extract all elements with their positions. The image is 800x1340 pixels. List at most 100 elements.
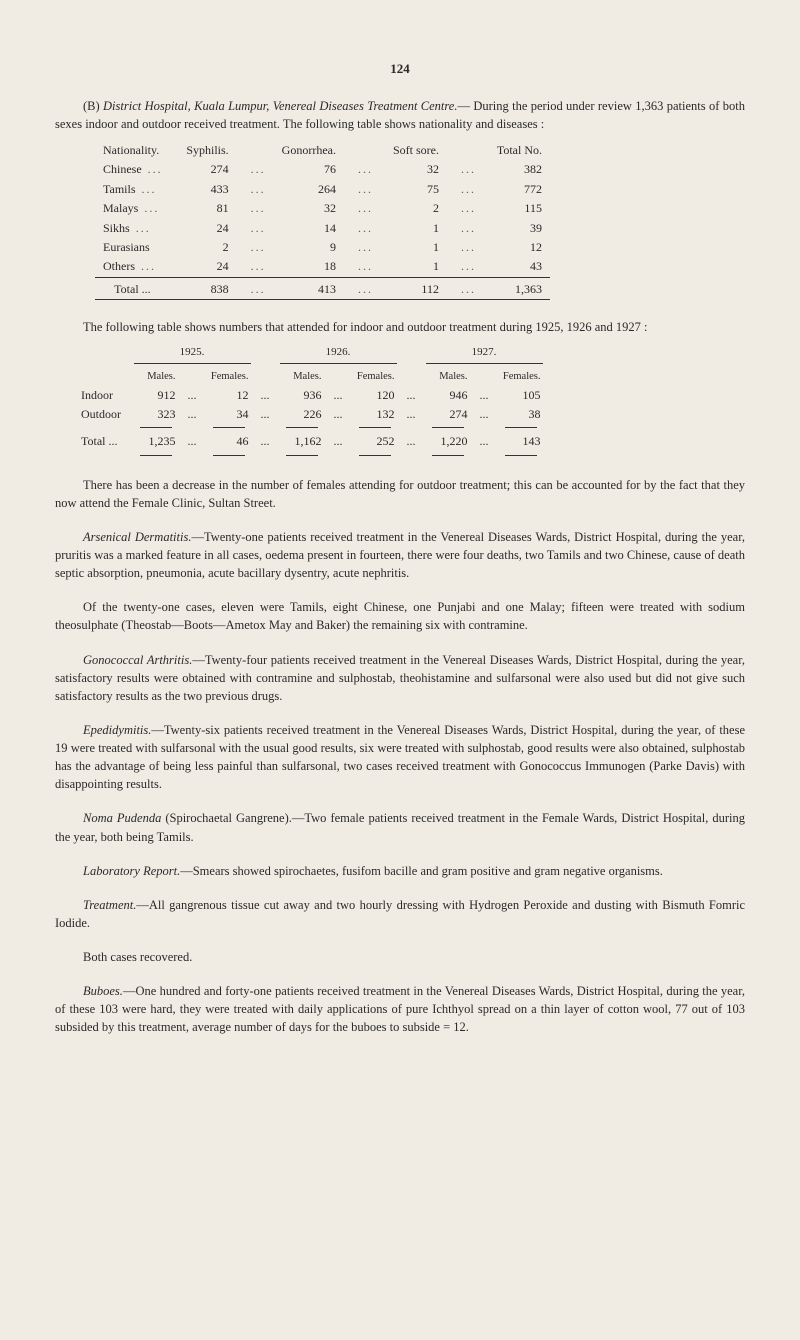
intro-paragraph: (B) District Hospital, Kuala Lumpur, Ven… (55, 97, 745, 133)
cell: 2 (381, 199, 447, 218)
col-totalno: Total No. (484, 141, 550, 160)
lead-buboes: Buboes. (83, 984, 123, 998)
lead-treatment: Treatment. (83, 898, 136, 912)
table-row: Indoor 912... 12... 936... 120... 946...… (75, 386, 547, 405)
table-row: Eurasians 2 9 1 12 (95, 238, 550, 257)
para-treatment: Treatment.—All gangrenous tissue cut awa… (55, 896, 745, 932)
total-row: Total ... 1,235... 46... 1,162... 252...… (75, 432, 547, 451)
body-buboes: —One hundred and forty-one patients rece… (55, 984, 745, 1034)
cell: 413 (274, 280, 344, 300)
cell: 274 (171, 160, 237, 179)
page-body: 124 (B) District Hospital, Kuala Lumpur,… (0, 0, 800, 1081)
cell: 43 (484, 257, 550, 277)
cell: 18 (274, 257, 344, 277)
lead-gonococcal: Gonococcal Arthritis. (83, 653, 192, 667)
row-label: Tamils (95, 180, 171, 199)
nationality-table: Nationality. Syphilis. Gonorrhea. Soft s… (95, 141, 550, 302)
lead-arsenical: Arsenical Dermatitis. (83, 530, 191, 544)
para-decrease: There has been a decrease in the number … (55, 476, 745, 512)
cell: 264 (274, 180, 344, 199)
cell: 838 (171, 280, 237, 300)
year-1925: 1925. (130, 344, 255, 362)
cell: 252 (349, 432, 401, 451)
col-softsore: Soft sore. (381, 141, 447, 160)
para-buboes: Buboes.—One hundred and forty-one patien… (55, 982, 745, 1036)
cell: 2 (171, 238, 237, 257)
cell: 226 (276, 405, 328, 424)
table-row: Sikhs 24 14 1 39 (95, 219, 550, 238)
row-label: Malays (95, 199, 171, 218)
row-label: Outdoor (75, 405, 130, 424)
lead-epedidymitis: Epedidymitis. (83, 723, 151, 737)
cell: 1,162 (276, 432, 328, 451)
cell: 1 (381, 238, 447, 257)
cell: 382 (484, 160, 550, 179)
sub-males: Males. (276, 368, 328, 385)
table-row: Malays 81 32 2 115 (95, 199, 550, 218)
para-arsenical: Arsenical Dermatitis.—Twenty-one patient… (55, 528, 745, 582)
cell: 81 (171, 199, 237, 218)
cell: 12 (484, 238, 550, 257)
total-row: Total ... 838 413 112 1,363 (95, 280, 550, 300)
cell: 936 (276, 386, 328, 405)
sub-females: Females. (203, 368, 255, 385)
para-treatment-years: The following table shows numbers that a… (55, 318, 745, 336)
total-label: Total ... (95, 280, 171, 300)
cell: 946 (422, 386, 474, 405)
cell: 46 (203, 432, 255, 451)
cell: 34 (203, 405, 255, 424)
bracket-row (75, 362, 547, 368)
cell: 76 (274, 160, 344, 179)
sub-header-row: Males. Females. Males. Females. Males. F… (75, 368, 547, 385)
year-header-row: 1925. 1926. 1927. (75, 344, 547, 362)
body-lab: —Smears showed spirochaetes, fusifom bac… (180, 864, 663, 878)
cell: 323 (130, 405, 182, 424)
para-twentyone: Of the twenty-one cases, eleven were Tam… (55, 598, 745, 634)
col-gonorrhea: Gonorrhea. (274, 141, 344, 160)
row-label: Eurasians (95, 238, 171, 257)
para-epedidymitis: Epedidymitis.—Twenty-six patients receiv… (55, 721, 745, 794)
sub-males: Males. (130, 368, 182, 385)
sub-females: Females. (349, 368, 401, 385)
para-both-recovered: Both cases recovered. (55, 948, 745, 966)
cell: 112 (381, 280, 447, 300)
cell: 39 (484, 219, 550, 238)
cell: 12 (203, 386, 255, 405)
para-noma: Noma Pudenda (Spirochaetal Gangrene).—Tw… (55, 809, 745, 845)
para-lab: Laboratory Report.—Smears showed spiroch… (55, 862, 745, 880)
table-header-row: Nationality. Syphilis. Gonorrhea. Soft s… (95, 141, 550, 160)
para-gonococcal: Gonococcal Arthritis.—Twenty-four patien… (55, 651, 745, 705)
rule-row (75, 424, 547, 432)
body-epedidymitis: —Twenty-six patients received treatment … (55, 723, 745, 791)
year-1927: 1927. (422, 344, 547, 362)
cell: 75 (381, 180, 447, 199)
row-label: Others (95, 257, 171, 277)
page-number: 124 (55, 60, 745, 79)
cell: 132 (349, 405, 401, 424)
rule-row (75, 452, 547, 460)
cell: 115 (484, 199, 550, 218)
cell: 912 (130, 386, 182, 405)
table-row: Others 24 18 1 43 (95, 257, 550, 277)
cell: 1 (381, 257, 447, 277)
rule-row (95, 300, 550, 303)
indoor-outdoor-table: 1925. 1926. 1927. Males. Females. Males.… (75, 344, 547, 459)
cell: 1,363 (484, 280, 550, 300)
cell: 38 (495, 405, 547, 424)
cell: 1,220 (422, 432, 474, 451)
cell: 24 (171, 219, 237, 238)
cell: 24 (171, 257, 237, 277)
cell: 14 (274, 219, 344, 238)
sub-males: Males. (422, 368, 474, 385)
intro-italic: District Hospital, Kuala Lumpur, Venerea… (103, 99, 457, 113)
table-row: Outdoor 323... 34... 226... 132... 274..… (75, 405, 547, 424)
cell: 1 (381, 219, 447, 238)
cell: 772 (484, 180, 550, 199)
col-syphilis: Syphilis. (171, 141, 237, 160)
table-row: Tamils 433 264 75 772 (95, 180, 550, 199)
cell: 143 (495, 432, 547, 451)
row-label: Indoor (75, 386, 130, 405)
row-label: Sikhs (95, 219, 171, 238)
body-treatment: —All gangrenous tissue cut away and two … (55, 898, 745, 930)
lead-noma: Noma Pudenda (83, 811, 161, 825)
